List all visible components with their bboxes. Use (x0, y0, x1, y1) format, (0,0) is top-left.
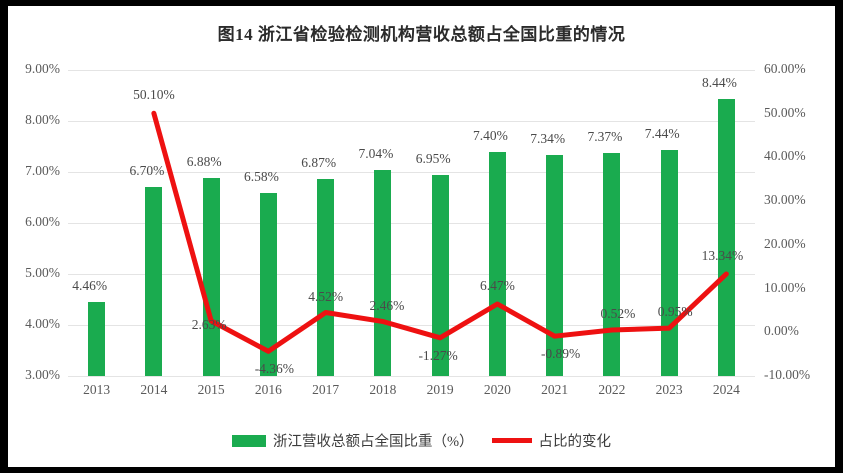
x-axis-tick-label: 2015 (197, 382, 225, 397)
y-axis-right-tick-label: 0.00% (764, 323, 799, 339)
x-axis-tick-label: 2016 (254, 382, 282, 397)
x-axis-tick-label: 2023 (655, 382, 683, 397)
chart-title: 图14 浙江省检验检测机构营收总额占全国比重的情况 (217, 25, 626, 44)
gridline (68, 274, 755, 275)
y-axis-left-tick-label: 4.00% (25, 316, 60, 331)
y-axis-right-tick-label: 20.00% (764, 235, 806, 251)
bar-value-label: 7.40% (472, 127, 508, 143)
bar[interactable] (317, 178, 335, 376)
bar[interactable] (660, 149, 678, 376)
bar[interactable] (259, 193, 277, 376)
bar-value-label: 6.70% (129, 163, 165, 179)
line-value-label: -4.36% (254, 361, 295, 377)
x-axis-tick-label: 2017 (312, 382, 340, 397)
line-value-label: -0.89% (540, 346, 581, 362)
bar-value-label: 6.88% (186, 154, 222, 170)
chart-legend: 浙江营收总额占全国比重（%） 占比的变化 (8, 430, 835, 451)
bar[interactable] (603, 153, 621, 376)
y-axis-left-tick-label: 3.00% (25, 367, 60, 382)
y-axis-right-tick-label: 60.00% (764, 61, 806, 76)
bar-value-label: 6.95% (415, 150, 451, 166)
legend-line-swatch-icon (491, 438, 532, 443)
y-axis-right-tick-label: 50.00% (764, 104, 806, 120)
legend-item-bar[interactable]: 浙江营收总额占全国比重（%） (231, 430, 474, 451)
bar[interactable] (488, 151, 506, 376)
bar[interactable] (145, 187, 163, 376)
y-axis-right-tick-label: -10.00% (764, 367, 811, 382)
gridline (68, 325, 755, 326)
legend-label-line: 占比的变化 (538, 434, 612, 450)
bar-value-label: 7.04% (358, 145, 394, 161)
x-axis-tick-label: 2019 (426, 382, 454, 397)
line-value-label: -1.27% (418, 347, 458, 363)
y-axis-right-tick-label: 40.00% (764, 148, 806, 164)
line-value-label: 2.46% (369, 297, 405, 313)
y-axis-left-tick-label: 9.00% (25, 61, 60, 76)
y-axis-left-tick-label: 6.00% (25, 214, 60, 229)
gridline (68, 70, 755, 71)
x-axis-tick-label: 2021 (541, 382, 569, 397)
y-axis-left-tick-label: 7.00% (25, 163, 60, 178)
chart-container: 图14 浙江省检验检测机构营收总额占全国比重的情况 3.00% 4.00% 5.00… (8, 6, 835, 467)
line-value-label: 6.47% (479, 278, 515, 293)
bar-value-label: 7.44% (644, 125, 680, 141)
gridline (68, 223, 755, 224)
bar[interactable] (202, 178, 220, 376)
legend-bar-swatch-icon (231, 434, 266, 447)
bar-value-label: 7.34% (530, 130, 566, 146)
plot-area: 3.00% 4.00% 5.00% 6.00% 7.00% 8.00% 9.00% -10.… (25, 61, 810, 397)
legend-item-line[interactable]: 占比的变化 (491, 430, 612, 451)
bar[interactable] (88, 301, 106, 376)
gridline (68, 121, 755, 122)
line-value-label: 0.52% (600, 306, 636, 321)
x-axis-tick-label: 2024 (712, 382, 740, 397)
line-value-label: 0.95% (657, 304, 693, 320)
x-axis-tick-label: 2020 (483, 382, 511, 397)
y-axis-left-tick-label: 5.00% (25, 265, 60, 280)
x-axis-tick-label: 2013 (83, 382, 111, 397)
bar[interactable] (431, 174, 449, 376)
bar-value-label: 7.37% (587, 129, 623, 145)
bar[interactable] (717, 98, 735, 376)
bar-value-label: 6.58% (243, 169, 279, 185)
x-axis-tick-label: 2014 (140, 382, 168, 397)
y-axis-right-tick-label: 30.00% (764, 192, 806, 208)
y-axis-left-tick-label: 8.00% (25, 112, 60, 127)
line-value-label: 13.34% (701, 247, 744, 263)
line-value-label: 4.52% (308, 288, 344, 304)
x-axis-tick-label: 2022 (598, 382, 626, 397)
x-axis-tick-label: 2018 (369, 382, 397, 397)
bar-value-label: 4.46% (72, 277, 108, 293)
bar-value-label: 6.87% (301, 154, 337, 170)
legend-label-bar: 浙江营收总额占全国比重（%） (272, 434, 474, 450)
y-axis-right-tick-label: 10.00% (764, 279, 806, 295)
bar-value-label: 8.44% (701, 74, 737, 90)
bar[interactable] (374, 169, 392, 376)
bar[interactable] (546, 154, 564, 376)
line-value-label: 50.10% (133, 87, 175, 103)
line-value-label: 2.63% (191, 316, 227, 332)
gridline (68, 376, 755, 377)
